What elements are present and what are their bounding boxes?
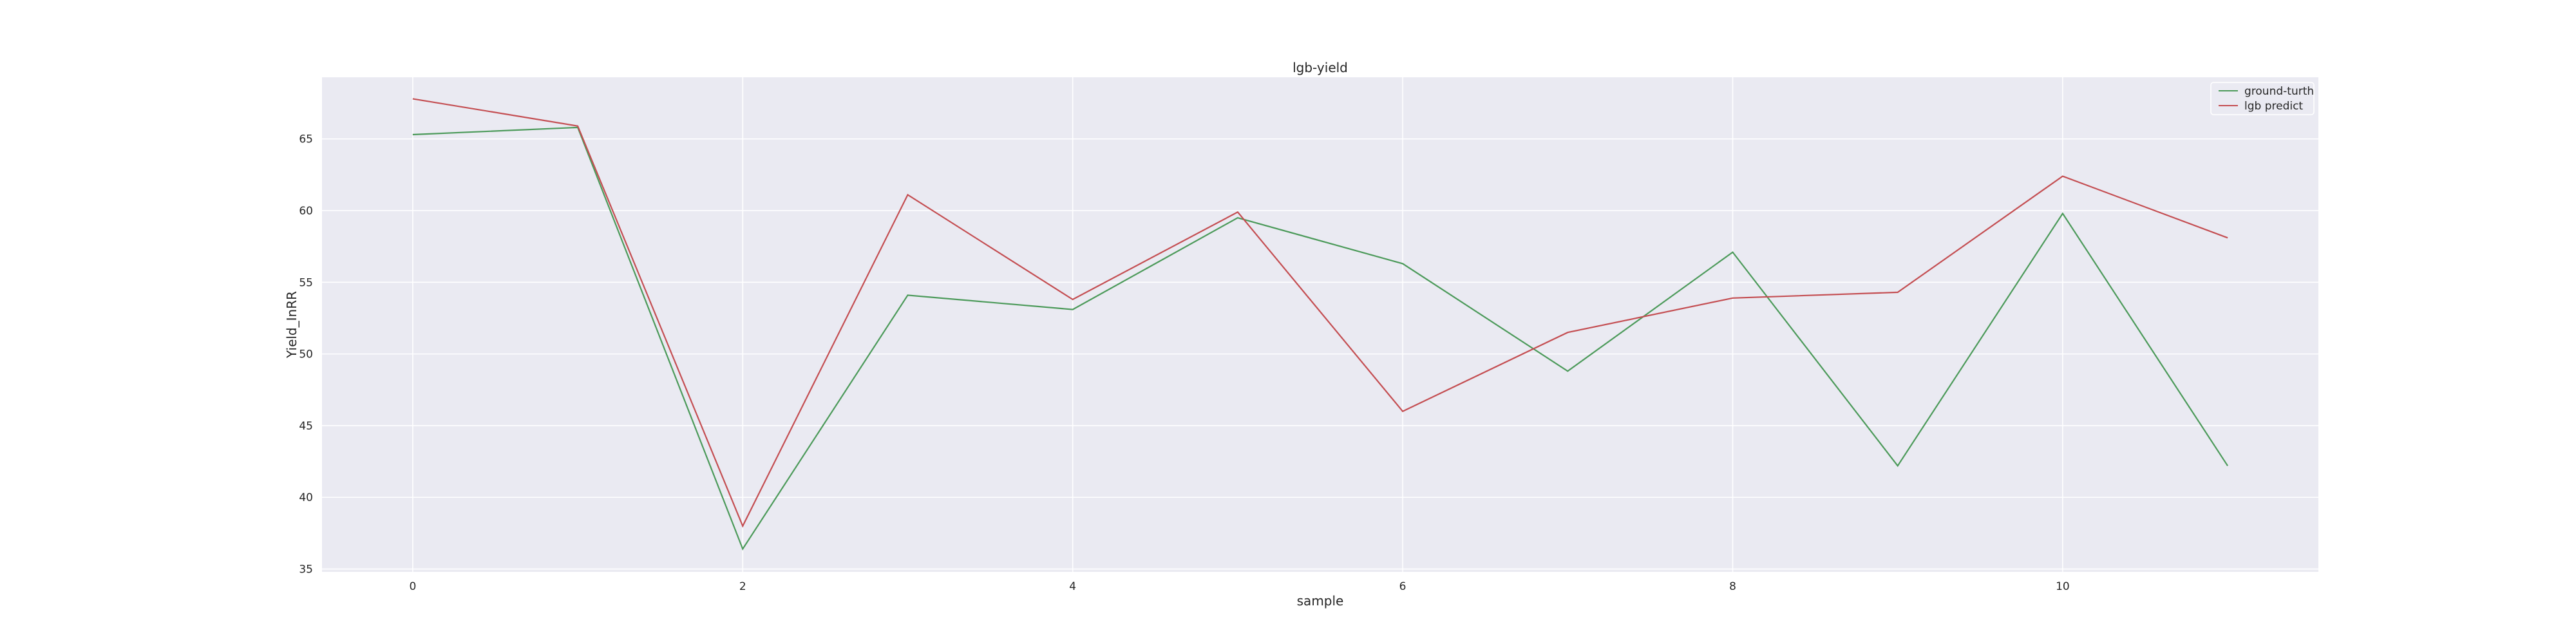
tick-labels: 35 40 45 50 55 60 65 0 2 4 6 8 10 [299, 133, 2069, 593]
series-lines [412, 98, 2229, 551]
y-tick-label: 45 [299, 420, 313, 433]
legend-label-lgb-predict: lgb predict [2244, 100, 2303, 113]
x-tick-label: 8 [1729, 580, 1736, 593]
series-line-ground-turth [412, 126, 2229, 551]
x-tick-label: 0 [409, 580, 416, 593]
x-tick-label: 4 [1069, 580, 1076, 593]
y-tick-label: 60 [299, 205, 313, 218]
y-axis-label: Yield_InRR [284, 291, 299, 359]
y-tick-label: 40 [299, 491, 313, 504]
x-tick-label: 2 [739, 580, 746, 593]
y-tick-label: 35 [299, 564, 313, 576]
legend: ground-turth lgb predict [2210, 82, 2315, 115]
y-tick-label: 55 [299, 276, 313, 289]
grid [322, 77, 2318, 572]
series-line-lgb-predict [412, 98, 2228, 528]
chart-title: lgb-yield [1293, 60, 1348, 75]
y-tick-label: 65 [299, 133, 313, 146]
legend-label-ground-turth: ground-turth [2244, 85, 2314, 98]
y-tick-label: 50 [299, 348, 313, 361]
x-tick-label: 10 [2056, 580, 2070, 593]
x-axis-label: sample [1297, 593, 1344, 609]
x-tick-label: 6 [1399, 580, 1406, 593]
